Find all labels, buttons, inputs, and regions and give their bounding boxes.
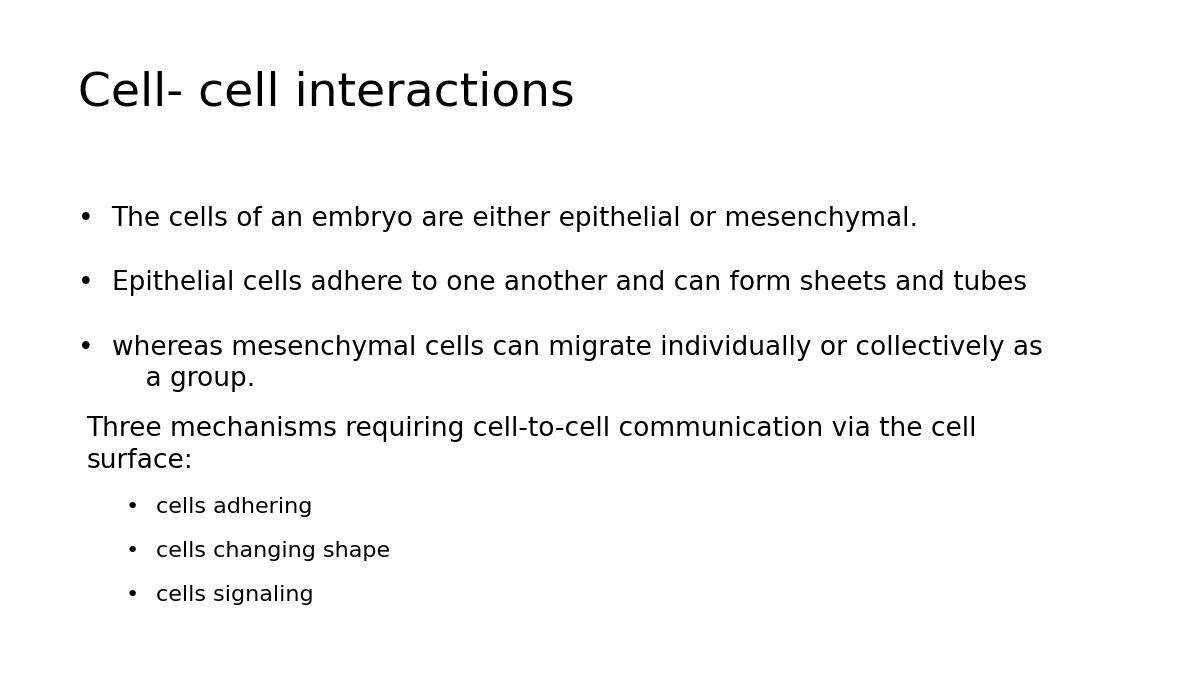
Text: cells changing shape: cells changing shape: [156, 541, 390, 561]
Text: cells adhering: cells adhering: [156, 497, 312, 517]
Text: The cells of an embryo are either epithelial or mesenchymal.: The cells of an embryo are either epithe…: [112, 206, 919, 232]
Text: Cell- cell interactions: Cell- cell interactions: [78, 71, 575, 116]
Text: •: •: [126, 497, 139, 517]
Text: Epithelial cells adhere to one another and can form sheets and tubes: Epithelial cells adhere to one another a…: [112, 270, 1026, 296]
Text: Three mechanisms requiring cell-to-cell communication via the cell
surface:: Three mechanisms requiring cell-to-cell …: [86, 416, 977, 474]
Text: cells signaling: cells signaling: [156, 585, 313, 605]
Text: whereas mesenchymal cells can migrate individually or collectively as
    a grou: whereas mesenchymal cells can migrate in…: [112, 335, 1043, 391]
Text: •: •: [78, 270, 94, 296]
Text: •: •: [78, 335, 94, 360]
Text: •: •: [126, 585, 139, 605]
Text: •: •: [78, 206, 94, 232]
Text: •: •: [126, 541, 139, 561]
